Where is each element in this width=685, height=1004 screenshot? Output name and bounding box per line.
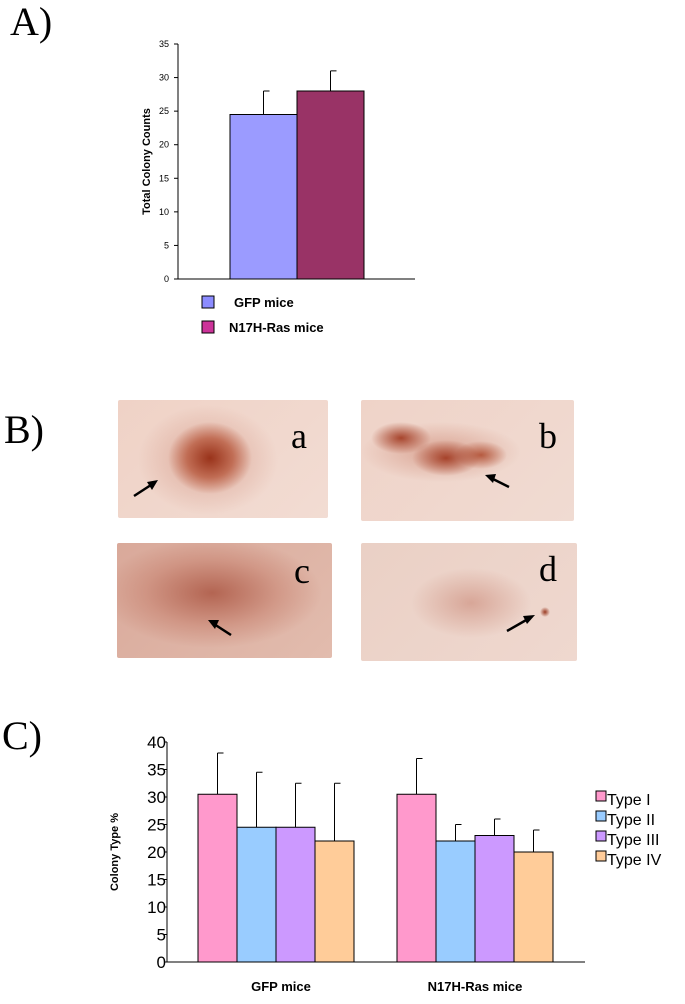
- legend-label: Type IV: [607, 852, 662, 869]
- legend-label: N17H-Ras mice: [229, 320, 324, 335]
- bar-type-i: [197, 793, 238, 963]
- y-tick-label: 25: [159, 106, 169, 116]
- legend-swatch: [595, 850, 607, 862]
- error-bar: [330, 70, 337, 91]
- bar-type-ii: [236, 826, 277, 963]
- y-tick-label: 10: [147, 898, 166, 917]
- error-bar: [494, 818, 501, 836]
- bar-type-iv: [314, 840, 355, 963]
- error-bar: [334, 782, 341, 841]
- y-tick-label: 40: [147, 733, 166, 752]
- y-tick-label: 0: [164, 274, 169, 284]
- photo-letter-a: a: [291, 416, 307, 456]
- arrow-icon: [506, 615, 535, 633]
- error-bar: [217, 752, 224, 795]
- arrow-icon: [485, 474, 510, 489]
- bar-gfp-mice: [229, 114, 298, 280]
- y-tick-label: 15: [159, 173, 169, 183]
- photo-letter-b: b: [539, 416, 557, 456]
- chart-total-colony-counts: 0 5 10 15 20 25 30 35 Total Colony Counts GFP mic…: [141, 39, 415, 335]
- y-tick-label: 15: [147, 871, 166, 890]
- y-axis-title: Colony Type %: [109, 813, 121, 891]
- chart-colony-type-percent: 0 5 10 15 20 25 30 35 40 Colony Type % GFP mice N17…: [109, 733, 662, 994]
- photo-letter-d: d: [539, 549, 557, 589]
- legend-swatch: [595, 830, 607, 842]
- y-tick-label: 10: [159, 207, 169, 217]
- y-tick-label: 30: [159, 73, 169, 83]
- legend-swatch: [595, 790, 607, 802]
- bar-n17h-ras-mice: [296, 90, 365, 280]
- y-tick-label: 35: [159, 39, 169, 49]
- y-axis-title: Total Colony Counts: [141, 108, 153, 215]
- bar-type-i: [396, 793, 437, 963]
- y-tick-label: 25: [147, 816, 166, 835]
- legend-label: GFP mice: [234, 295, 294, 310]
- arrow-icon: [208, 620, 232, 637]
- x-category-label: GFP mice: [251, 979, 311, 994]
- colony-photo-a: a: [118, 400, 328, 518]
- error-bar: [455, 824, 462, 841]
- photo-letter-c: c: [294, 551, 310, 591]
- colony-photo-d: d: [361, 543, 577, 661]
- y-tick-label: 20: [147, 843, 166, 862]
- y-tick-label: 5: [157, 926, 166, 945]
- error-bar: [256, 771, 263, 828]
- y-tick-label: 30: [147, 788, 166, 807]
- legend-label: Type I: [607, 792, 651, 809]
- arrow-icon: [133, 480, 158, 498]
- y-tick-label: 20: [159, 140, 169, 150]
- colony-photo-b: b: [361, 400, 574, 521]
- y-tick-label: 35: [147, 761, 166, 780]
- legend-swatch: [201, 295, 215, 309]
- legend-swatch: [595, 810, 607, 822]
- y-tick-label: 0: [157, 953, 166, 972]
- y-tick-label: 5: [164, 240, 169, 250]
- bar-type-iii: [474, 835, 515, 963]
- legend-label: Type III: [607, 832, 659, 849]
- bar-type-iii: [275, 826, 316, 963]
- bar-type-iv: [513, 851, 554, 963]
- error-bar: [295, 782, 302, 828]
- bar-type-ii: [435, 840, 476, 963]
- error-bar: [263, 90, 270, 115]
- panel-label-b: B): [4, 407, 44, 452]
- error-bar: [533, 829, 540, 852]
- x-category-label: N17H-Ras mice: [428, 979, 523, 994]
- error-bar: [416, 758, 423, 795]
- panel-label-c: C): [2, 713, 42, 758]
- colony-photo-c: c: [117, 543, 332, 658]
- legend-label: Type II: [607, 812, 655, 829]
- panel-label-a: A): [10, 0, 53, 44]
- legend-swatch: [201, 320, 215, 334]
